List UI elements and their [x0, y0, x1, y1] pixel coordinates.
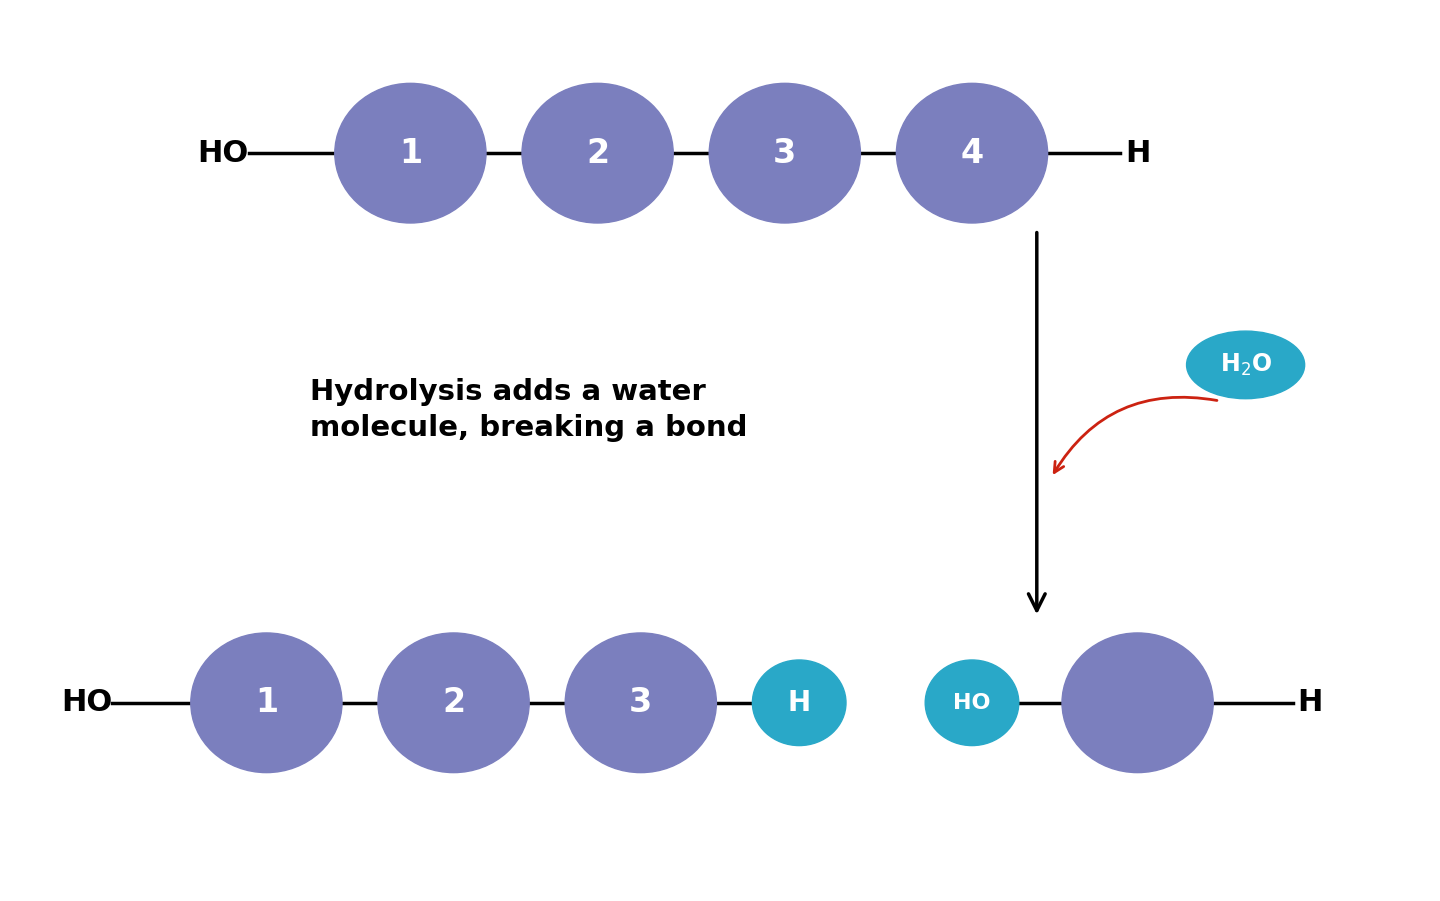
Ellipse shape: [926, 660, 1020, 746]
Text: H$_2$O: H$_2$O: [1220, 351, 1272, 378]
Text: H: H: [1125, 139, 1151, 168]
Text: 2: 2: [442, 687, 465, 719]
Text: 2: 2: [586, 137, 609, 169]
Ellipse shape: [521, 84, 674, 223]
Text: HO: HO: [953, 693, 991, 713]
Text: 3: 3: [629, 687, 652, 719]
Ellipse shape: [564, 633, 717, 773]
Text: Hydrolysis adds a water
molecule, breaking a bond: Hydrolysis adds a water molecule, breaki…: [310, 378, 747, 442]
Ellipse shape: [753, 660, 847, 746]
Text: 3: 3: [773, 137, 796, 169]
Ellipse shape: [896, 84, 1048, 223]
Ellipse shape: [377, 633, 530, 773]
Ellipse shape: [1063, 633, 1212, 773]
Text: HO: HO: [60, 688, 112, 717]
Text: 4: 4: [960, 137, 984, 169]
Text: H: H: [788, 688, 811, 717]
Text: H: H: [1297, 688, 1323, 717]
Ellipse shape: [1187, 331, 1305, 398]
Ellipse shape: [190, 633, 343, 773]
Text: 1: 1: [399, 137, 422, 169]
Ellipse shape: [710, 84, 861, 223]
Text: 1: 1: [255, 687, 278, 719]
FancyArrowPatch shape: [1054, 397, 1217, 472]
Text: HO: HO: [197, 139, 249, 168]
Ellipse shape: [334, 84, 487, 223]
